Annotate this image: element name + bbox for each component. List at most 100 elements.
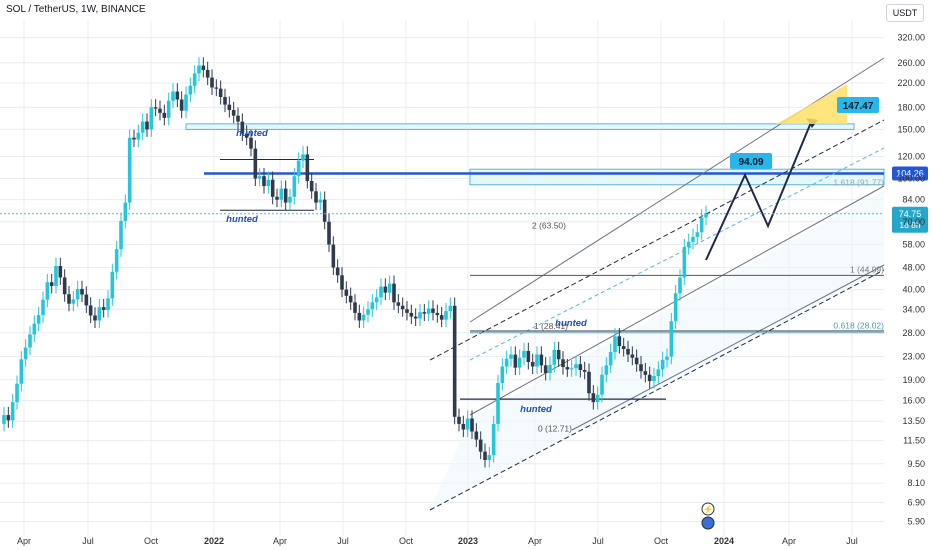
candle: [500, 366, 505, 384]
candle: [62, 277, 67, 295]
candle: [197, 65, 201, 74]
candle: [682, 247, 687, 278]
candle: [84, 294, 89, 306]
candle: [10, 402, 15, 421]
candle: [296, 160, 301, 177]
candle: [153, 107, 158, 109]
candle: [340, 275, 344, 290]
candle: [604, 365, 609, 375]
candle: [465, 418, 470, 430]
candle: [101, 307, 106, 310]
channel-fill: [430, 190, 884, 510]
candle: [348, 295, 353, 303]
price-axis[interactable]: 320.00 260.00 220.00 180.00 150.00 120.00 100.…: [897, 33, 925, 527]
candle: [179, 99, 184, 111]
candle: [704, 213, 708, 218]
resistance-price-label: 104.26: [896, 168, 924, 178]
candle: [548, 364, 552, 373]
label-target-2: 147.47: [843, 101, 874, 112]
candle: [400, 305, 405, 310]
candle: [218, 88, 223, 97]
candle: [288, 196, 292, 203]
candle: [175, 91, 180, 100]
hunted-label: hunted: [236, 128, 268, 139]
candle: [123, 202, 128, 221]
candle: [665, 356, 669, 360]
candle: [569, 368, 574, 370]
fib-label: 0 (12.71): [538, 423, 572, 433]
candle: [283, 188, 288, 203]
candle: [249, 137, 253, 149]
channel-mid-line: [469, 147, 885, 361]
currency-selector[interactable]: USDT: [886, 4, 924, 22]
candle: [119, 220, 123, 250]
candle: [240, 121, 245, 134]
label-target-1-bg: [730, 153, 772, 169]
candle: [331, 244, 336, 268]
candle: [626, 348, 630, 355]
candle: [522, 350, 526, 358]
fib-label: 1.618 (91.77): [833, 177, 884, 187]
candle: [266, 179, 271, 187]
candle: [322, 199, 327, 222]
candle: [127, 137, 132, 203]
time-tick-label: Apr: [528, 536, 542, 546]
candle: [231, 110, 236, 116]
candle: [205, 69, 210, 78]
candle: [149, 107, 154, 130]
price-tick-label: 150.00: [897, 124, 925, 134]
candle: [236, 115, 240, 122]
candles: [2, 57, 708, 468]
time-tick-label: Apr: [17, 536, 31, 546]
candle: [496, 383, 500, 424]
candle: [526, 350, 531, 363]
candle: [214, 87, 219, 89]
symbol-title: SOL / TetherUS, 1W, BINANCE: [6, 4, 146, 15]
price-tick-label: 19.00: [902, 375, 925, 385]
candle: [270, 179, 275, 197]
candle: [652, 376, 656, 382]
candle: [132, 137, 136, 140]
candle: [114, 249, 119, 272]
candle: [639, 364, 643, 372]
price-tick-label: 100.00: [897, 174, 925, 184]
candle: [413, 316, 418, 319]
hunted-label: hunted: [555, 318, 587, 329]
channel-lower-line: [429, 269, 885, 511]
time-axis[interactable]: Apr Jul Oct 2022 Apr Jul Oct 2023 Apr Jul Oct 2024 A…: [17, 536, 858, 546]
candle: [279, 188, 284, 200]
candle: [36, 315, 41, 324]
candle: [54, 265, 58, 286]
candle: [448, 305, 453, 312]
price-tick-label: 16.00: [902, 396, 925, 406]
time-tick-label: Oct: [654, 536, 669, 546]
candle: [383, 286, 388, 293]
supply-zone-upper: [185, 123, 855, 130]
candle: [314, 191, 318, 203]
price-zones: [185, 123, 885, 510]
time-tick-label: 2024: [714, 536, 734, 546]
time-tick-label: Apr: [782, 536, 796, 546]
price-tick-label: 84.00: [902, 195, 925, 205]
price-tick-label: 48.00: [902, 262, 925, 272]
candle: [6, 415, 11, 421]
supply-zone-lower: [469, 168, 885, 186]
time-tick-label: Jul: [592, 536, 604, 546]
lightning-event-icon: [701, 502, 715, 516]
candle: [158, 108, 162, 113]
time-tick-label: Jul: [846, 536, 858, 546]
candle: [660, 359, 665, 370]
channel-upper-solid: [469, 57, 885, 323]
candle: [673, 293, 678, 322]
target-zone: [776, 84, 847, 124]
fib-label: 1 (28.41): [534, 321, 568, 331]
candle: [591, 393, 596, 403]
candle: [617, 336, 622, 347]
candle: [28, 334, 32, 348]
candle: [396, 302, 401, 306]
candle: [171, 91, 175, 101]
candle: [695, 232, 700, 237]
candle: [457, 416, 461, 424]
candle: [15, 383, 19, 403]
